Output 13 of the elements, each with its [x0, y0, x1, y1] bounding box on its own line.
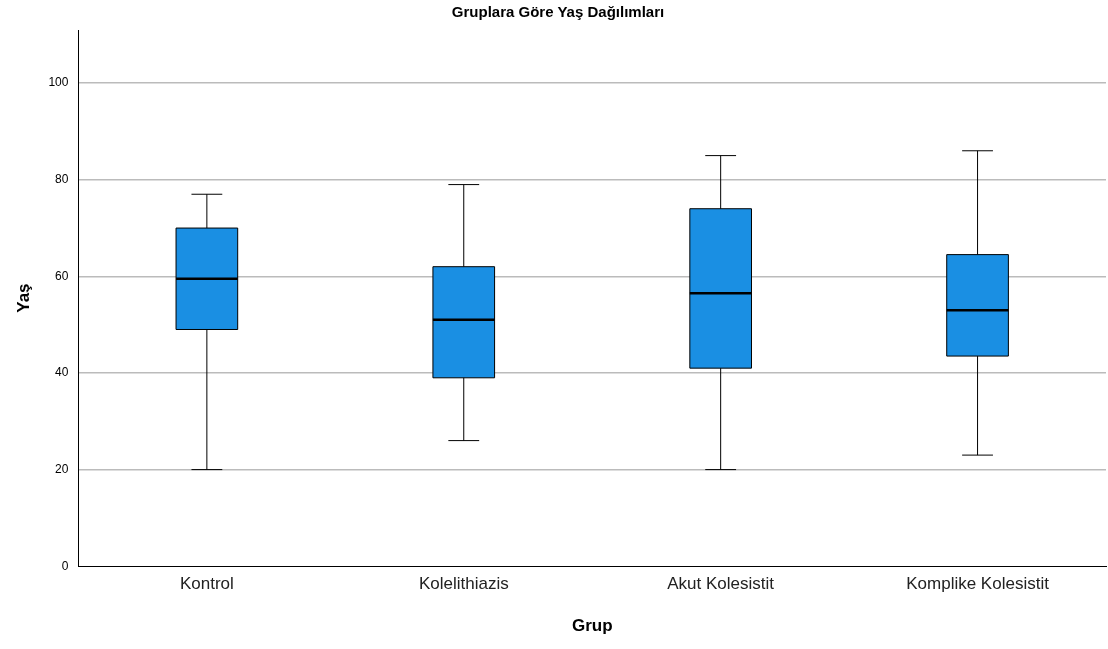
y-tick-label: 40	[55, 365, 69, 380]
x-tick-label: Kolelithiazis	[418, 574, 509, 594]
x-axis-title: Grup	[571, 616, 613, 636]
chart-title: Gruplara Göre Yaş Dağılımları	[451, 3, 665, 21]
y-tick-label: 0	[61, 558, 69, 573]
y-tick-label: 100	[48, 75, 69, 90]
x-tick-label: Kontrol	[179, 574, 234, 594]
y-tick-label: 60	[55, 268, 69, 283]
y-tick-label: 20	[55, 461, 69, 476]
y-axis-title: Yaş	[13, 283, 33, 313]
y-tick-label: 80	[55, 172, 69, 187]
x-tick-label: Komplike Kolesistit	[906, 574, 1050, 594]
x-tick-label: Akut Kolesistit	[667, 574, 775, 594]
